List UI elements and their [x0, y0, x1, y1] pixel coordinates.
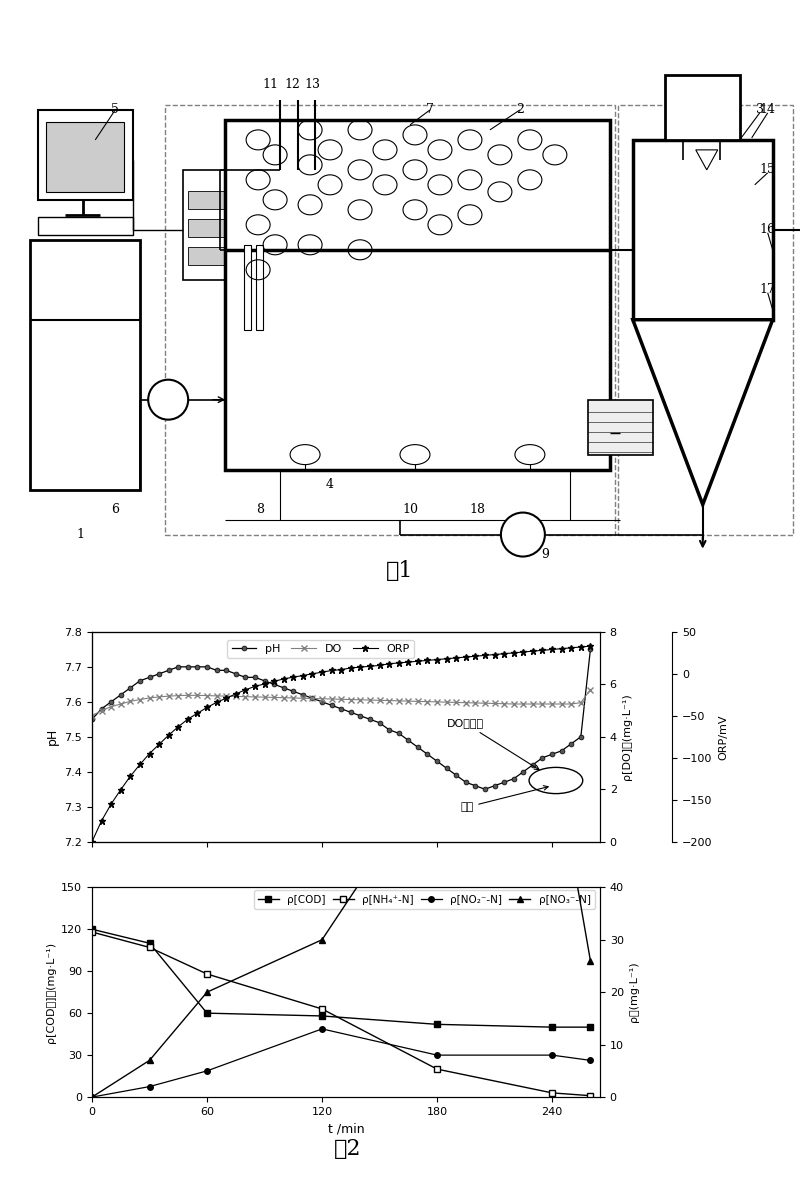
Ellipse shape [400, 445, 430, 464]
Bar [633, 140, 773, 320]
Y-axis label: ρ[COD＿]／(mg·L⁻¹): ρ[COD＿]／(mg·L⁻¹) [46, 941, 55, 1043]
Bar [183, 170, 235, 279]
Text: DO突跃点: DO突跃点 [446, 718, 539, 770]
Polygon shape [696, 150, 718, 170]
Bar [618, 104, 793, 535]
X-axis label: t /min: t /min [328, 1122, 364, 1135]
Text: 13: 13 [304, 78, 320, 91]
Bar [225, 120, 610, 470]
Text: 9: 9 [541, 548, 549, 561]
Text: 14: 14 [760, 103, 776, 116]
Text: 3: 3 [756, 103, 764, 116]
Polygon shape [633, 320, 773, 505]
Text: 8: 8 [256, 504, 264, 516]
Text: 10: 10 [402, 504, 418, 516]
Text: 6: 6 [111, 504, 119, 516]
Ellipse shape [515, 445, 545, 464]
Legend: pH, DO, ORP: pH, DO, ORP [227, 639, 414, 658]
Text: 17: 17 [760, 283, 776, 296]
Bar [38, 217, 134, 235]
Bar [188, 218, 226, 237]
Y-axis label: pH: pH [46, 728, 59, 746]
Bar [244, 245, 251, 330]
Ellipse shape [290, 445, 320, 464]
Text: 1: 1 [76, 528, 84, 541]
Text: 15: 15 [760, 163, 776, 176]
Text: 5: 5 [111, 103, 119, 116]
Text: 16: 16 [760, 223, 776, 236]
Bar [188, 247, 226, 265]
Bar [165, 104, 615, 535]
Bar [188, 191, 226, 209]
Text: 4: 4 [326, 478, 334, 492]
Circle shape [148, 380, 188, 420]
Text: 11: 11 [262, 78, 278, 91]
Circle shape [501, 513, 545, 556]
Bar [38, 110, 134, 200]
Text: 图1: 图1 [386, 560, 414, 582]
Y-axis label: ρ[DO]／(mg·L⁻¹): ρ[DO]／(mg·L⁻¹) [622, 693, 633, 781]
Y-axis label: ρ／(mg·L⁻¹): ρ／(mg·L⁻¹) [630, 962, 639, 1023]
Bar [256, 245, 263, 330]
Bar [46, 122, 124, 192]
Bar [665, 74, 740, 140]
Bar [588, 399, 653, 454]
Y-axis label: ORP/mV: ORP/mV [718, 715, 728, 759]
Text: 氨谷: 氨谷 [460, 785, 548, 812]
Text: 12: 12 [284, 78, 300, 91]
Text: 18: 18 [470, 504, 486, 516]
Text: 2: 2 [516, 103, 524, 116]
Legend: ρ[COD], ρ[NH₄⁺-N], ρ[NO₂⁻-N], ρ[NO₃⁻-N]: ρ[COD], ρ[NH₄⁺-N], ρ[NO₂⁻-N], ρ[NO₃⁻-N] [254, 891, 594, 909]
Bar [30, 240, 140, 489]
Text: 7: 7 [426, 103, 434, 116]
Text: 图2: 图2 [334, 1138, 362, 1159]
